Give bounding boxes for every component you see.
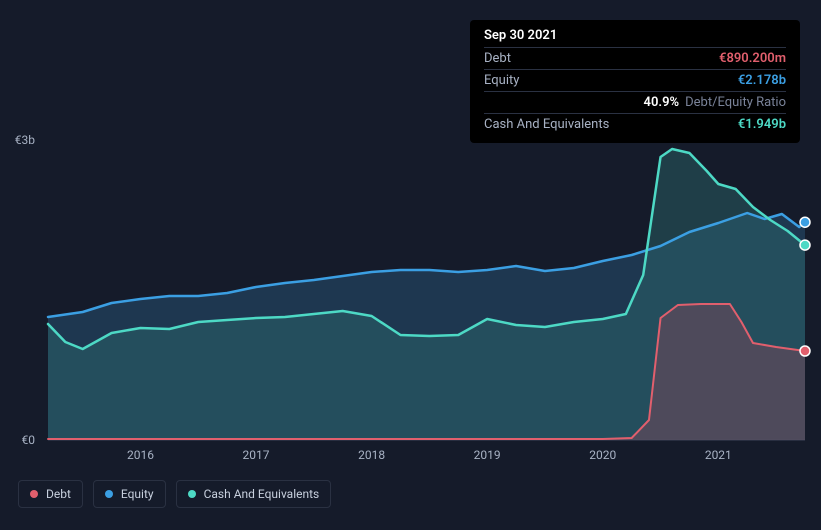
x-axis-label: 2019 <box>474 448 501 462</box>
legend-dot-icon <box>188 490 196 498</box>
tooltip-row-debt: Debt €890.200m <box>484 47 786 69</box>
y-axis-label: €3b <box>15 133 35 147</box>
tooltip-row-ratio: 40.9% Debt/Equity Ratio <box>484 91 786 113</box>
tooltip-label: Debt <box>484 51 511 66</box>
legend-label: Equity <box>121 487 154 501</box>
x-axis-label: 2016 <box>127 448 154 462</box>
tooltip-value: €890.200m <box>719 51 786 66</box>
x-axis-label: 2020 <box>589 448 616 462</box>
tooltip-value: €1.949b <box>738 117 786 132</box>
legend-label: Cash And Equivalents <box>204 487 320 501</box>
tooltip-label: Equity <box>484 73 519 88</box>
tooltip-date: Sep 30 2021 <box>484 28 786 47</box>
x-axis-label: 2017 <box>243 448 270 462</box>
legend-dot-icon <box>30 490 38 498</box>
tooltip-ratio: 40.9% Debt/Equity Ratio <box>644 95 786 110</box>
hover-tooltip: Sep 30 2021 Debt €890.200m Equity €2.178… <box>470 20 800 143</box>
x-axis-label: 2018 <box>358 448 385 462</box>
legend-item-cash[interactable]: Cash And Equivalents <box>176 480 332 508</box>
legend-label: Debt <box>46 487 71 501</box>
legend-item-debt[interactable]: Debt <box>18 480 83 508</box>
y-axis-label: €0 <box>22 433 36 447</box>
ratio-label: Debt/Equity Ratio <box>685 95 786 110</box>
tooltip-row-equity: Equity €2.178b <box>484 69 786 91</box>
x-axis-label: 2021 <box>705 448 732 462</box>
legend-item-equity[interactable]: Equity <box>93 480 166 508</box>
tooltip-label: Cash And Equivalents <box>484 117 609 132</box>
tooltip-row-cash: Cash And Equivalents €1.949b <box>484 113 786 135</box>
ratio-value: 40.9% <box>644 95 680 110</box>
tooltip-value: €2.178b <box>738 73 786 88</box>
legend-dot-icon <box>105 490 113 498</box>
chart-legend: Debt Equity Cash And Equivalents <box>18 480 331 508</box>
